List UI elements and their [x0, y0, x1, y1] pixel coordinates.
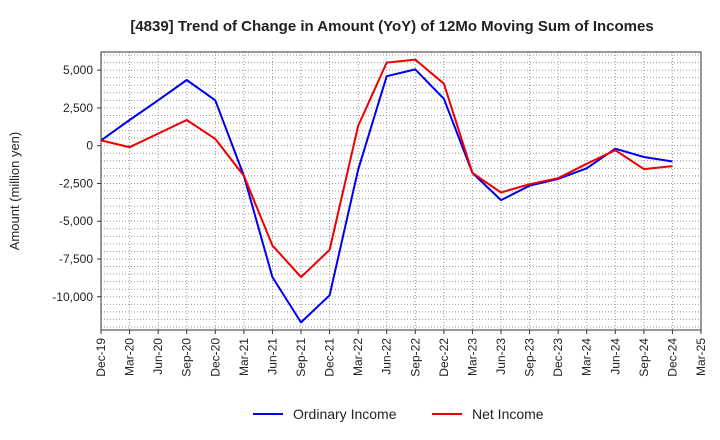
x-tick-label: Mar-25	[694, 338, 708, 376]
y-tick-label: -2,500	[59, 176, 93, 190]
x-tick-label: Sep-20	[180, 338, 194, 377]
x-tick-label: Mar-23	[465, 338, 479, 376]
x-tick-label: Dec-20	[208, 338, 222, 377]
chart-title: [4839] Trend of Change in Amount (YoY) o…	[130, 18, 653, 35]
y-tick-label: -10,000	[52, 290, 93, 304]
plot-frame	[100, 51, 702, 331]
x-tick-label: Jun-20	[151, 338, 165, 375]
x-tick-label: Jun-23	[494, 338, 508, 375]
x-tick-label: Dec-23	[551, 338, 565, 377]
x-tick-label: Dec-19	[94, 338, 108, 377]
y-tick-label: -5,000	[59, 214, 93, 228]
x-tick-label: Sep-21	[294, 338, 308, 377]
x-tick-label: Mar-21	[237, 338, 251, 376]
grid	[100, 52, 702, 330]
x-tick-label: Sep-23	[523, 338, 537, 377]
series-line-ordinary-income	[100, 68, 673, 324]
series-line-net-income	[100, 58, 673, 279]
y-tick-label: 5,000	[63, 63, 93, 77]
legend-label: Ordinary Income	[293, 406, 397, 422]
x-tick-label: Mar-24	[580, 338, 594, 376]
x-tick-label: Jun-24	[608, 338, 622, 375]
x-tick-label: Mar-22	[351, 338, 365, 376]
x-tick-label: Dec-21	[323, 338, 337, 377]
x-tick-label: Dec-22	[437, 338, 451, 377]
x-tick-label: Sep-22	[408, 338, 422, 377]
legend-label: Net Income	[472, 406, 544, 422]
x-tick-label: Sep-24	[637, 338, 651, 377]
x-tick-label: Jun-21	[265, 338, 279, 375]
y-axis-label: Amount (million yen)	[7, 132, 22, 251]
x-tick-label: Mar-20	[123, 338, 137, 376]
x-tick-label: Jun-22	[380, 338, 394, 375]
x-tick-label: Dec-24	[665, 338, 679, 377]
axes: 5,000 2,500 0 -2,500 -5,000 -7,500 -10,000 Dec-…	[52, 51, 708, 377]
legend: Ordinary Income Net Income	[253, 406, 544, 422]
y-tick-label: 0	[86, 139, 93, 153]
series-lines	[100, 58, 673, 324]
y-tick-label: -7,500	[59, 252, 93, 266]
y-tick-label: 2,500	[63, 101, 93, 115]
